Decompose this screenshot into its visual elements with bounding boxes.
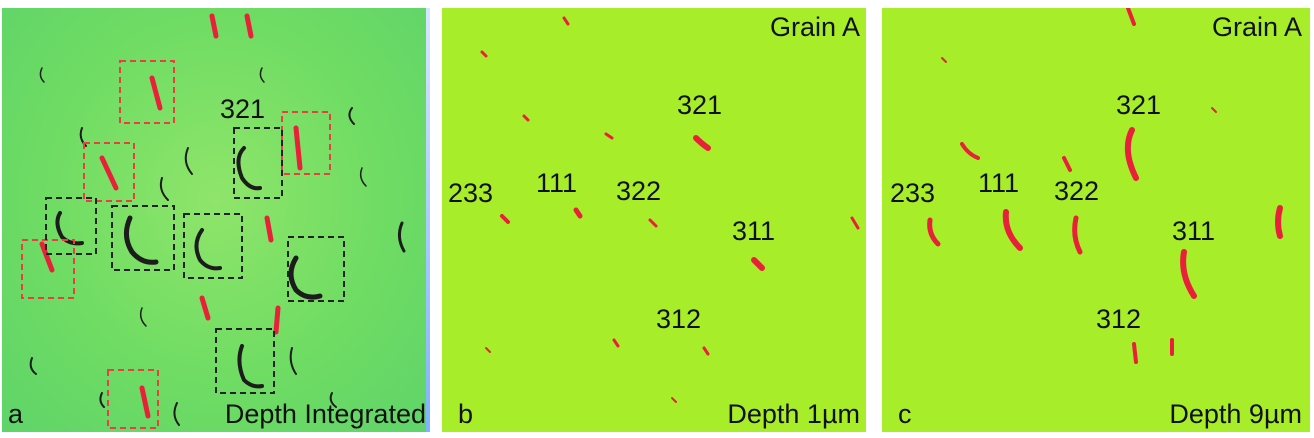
panel-letter: a <box>8 399 24 429</box>
label-233: 233 <box>448 178 494 208</box>
panel-b-dislocation-map <box>480 16 860 403</box>
panel-c-depth-9um: Grain A 321 233 111 322 311 312 c Depth … <box>882 8 1310 432</box>
label-312: 312 <box>656 304 702 334</box>
label-312: 312 <box>1096 304 1142 334</box>
panel-caption: Depth 1µm <box>727 399 860 429</box>
red-dislocation-traces <box>927 8 1283 364</box>
label-311: 311 <box>732 216 776 246</box>
black-dashed-boxes <box>45 127 345 394</box>
panel-letter: b <box>458 399 474 429</box>
label-321: 321 <box>677 90 723 120</box>
label-322: 322 <box>1054 176 1100 206</box>
label-321: 321 <box>1116 90 1162 120</box>
grain-label: Grain A <box>769 12 860 42</box>
color-edge <box>426 8 430 432</box>
label-321: 321 <box>220 94 266 124</box>
panel-b-depth-1um: Grain A 321 233 111 322 311 312 b Depth … <box>442 8 866 432</box>
panel-caption: Depth Integrated <box>224 399 426 429</box>
label-311: 311 <box>1172 216 1216 246</box>
panel-letter: c <box>898 399 912 429</box>
dark-dislocation-traces <box>29 67 406 426</box>
label-111: 111 <box>978 168 1020 198</box>
panel-a-depth-integrated: 321 a Depth Integrated <box>2 8 430 432</box>
label-322: 322 <box>616 176 662 206</box>
panel-caption: Depth 9µm <box>1169 399 1302 429</box>
red-dashed-boxes <box>21 60 331 429</box>
red-dislocation-traces <box>480 16 860 403</box>
label-111: 111 <box>536 168 578 198</box>
label-233: 233 <box>890 178 936 208</box>
panel-a-dislocation-map <box>21 13 406 429</box>
red-dislocation-traces <box>39 13 303 419</box>
panel-c-dislocation-map <box>927 8 1283 364</box>
grain-label: Grain A <box>1211 12 1302 42</box>
